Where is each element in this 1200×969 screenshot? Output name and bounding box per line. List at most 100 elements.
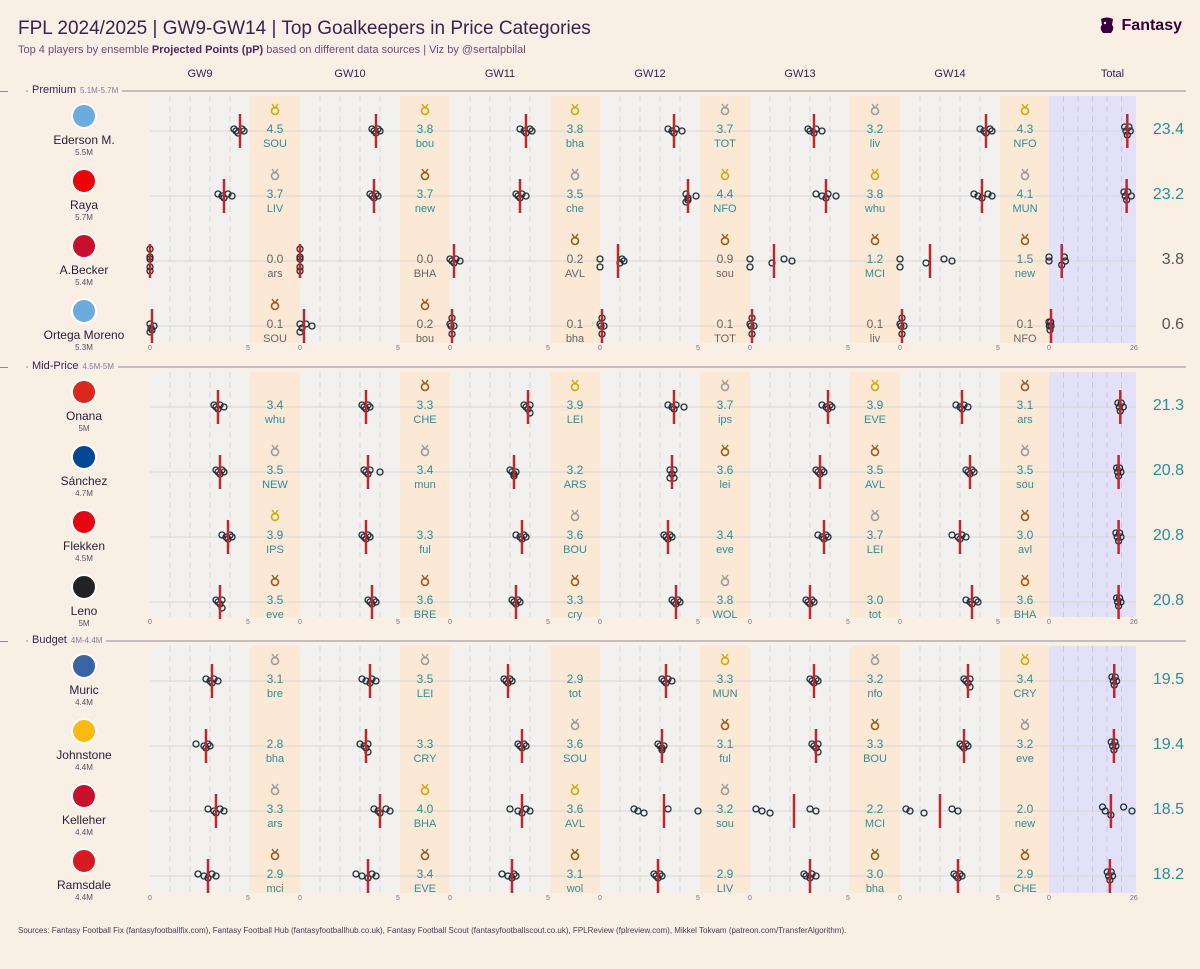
gw-label-band — [250, 372, 300, 617]
total-value: 19.5 — [1152, 671, 1184, 688]
silver-medal-ribbon — [421, 653, 429, 660]
gw-value: 3.3 — [266, 802, 284, 816]
axis-tick-0: 0 — [598, 619, 602, 626]
gw-point — [372, 677, 380, 685]
axis-tick-0: 0 — [898, 345, 902, 352]
section-dash — [0, 641, 8, 642]
axis-tick-5: 5 — [846, 345, 850, 352]
gw-value: 3.0 — [1016, 528, 1034, 542]
subtitle-pre: Top 4 players by ensemble — [18, 44, 152, 56]
gw-point — [456, 257, 464, 265]
bronze-medal-ribbon — [871, 233, 879, 240]
player-price: 5M — [78, 424, 90, 433]
gw-point — [906, 807, 914, 815]
axis-tick-5: 5 — [846, 895, 850, 902]
gw-opponent: bou — [415, 138, 435, 150]
total-axis-tick-0: 0 — [1047, 895, 1051, 902]
gw-point — [896, 255, 904, 263]
bronze-medal-ribbon — [421, 574, 429, 581]
silver-medal-ribbon — [271, 653, 279, 660]
gw-opponent: LEI — [866, 544, 884, 556]
gw-point — [620, 257, 628, 265]
gw-value: 3.5 — [266, 463, 284, 477]
gw-value: 3.7 — [416, 187, 434, 201]
total-point — [1125, 123, 1133, 131]
gw-opponent: SOU — [563, 753, 587, 765]
gw-point — [818, 401, 826, 409]
gw-point — [954, 807, 962, 815]
crest-shape — [71, 783, 97, 809]
silver-medal-ribbon — [721, 574, 729, 581]
sources-footer: Sources: Fantasy Football Fix (fantasyfo… — [18, 926, 847, 935]
gw-opponent: MCI — [864, 268, 886, 280]
gw-opponent: AVL — [565, 818, 585, 830]
gw-value: 3.7 — [266, 187, 284, 201]
gw-point — [522, 192, 530, 200]
axis-tick-0: 0 — [598, 345, 602, 352]
gw-point — [526, 807, 534, 815]
player-price: 5.4M — [75, 278, 93, 287]
gw-value: 3.7 — [866, 528, 884, 542]
gw-point — [386, 807, 394, 815]
gw-opponent: cry — [567, 609, 583, 621]
gw-opponent: CHE — [1013, 883, 1037, 895]
gw-label-band — [550, 372, 600, 617]
gw-opponent: EVE — [863, 414, 886, 426]
gw-value: 3.0 — [866, 867, 884, 881]
bronze-medal-ribbon — [1021, 233, 1029, 240]
total-point — [1128, 807, 1136, 815]
gw-value: 3.8 — [416, 122, 434, 136]
gw-point — [832, 192, 840, 200]
gw-opponent: sou — [716, 818, 734, 830]
gw-value: 3.5 — [566, 187, 584, 201]
gw-opponent: CHE — [413, 414, 437, 426]
player-name: Kelleher — [61, 813, 107, 827]
gw-opponent: sou — [1016, 479, 1034, 491]
gw-opponent: ful — [719, 753, 731, 765]
gw-point — [214, 190, 222, 198]
gw-panel — [900, 372, 1000, 617]
crest-shape — [71, 718, 97, 744]
player-price: 5M — [78, 619, 90, 628]
crest-shape — [71, 509, 97, 535]
gw-value: 3.7 — [716, 122, 734, 136]
gw-point — [804, 125, 812, 133]
gw-value: 3.6 — [1016, 593, 1034, 607]
gw-point — [962, 533, 970, 541]
gw-value: 2.9 — [266, 867, 284, 881]
gw-point — [596, 255, 604, 263]
gw-opponent: TOT — [714, 333, 736, 345]
bronze-medal-ribbon — [1021, 574, 1029, 581]
axis-tick-0: 0 — [298, 345, 302, 352]
player-price: 4.4M — [75, 698, 93, 707]
gw-point — [800, 870, 808, 878]
silver-medal-ribbon — [721, 783, 729, 790]
gw-point — [814, 531, 822, 539]
player-price: 4.4M — [75, 763, 93, 772]
gw-opponent: BHA — [1013, 609, 1037, 621]
gw-point — [668, 677, 676, 685]
bronze-medal-ribbon — [571, 233, 579, 240]
axis-tick-0: 0 — [148, 895, 152, 902]
bronze-medal-ribbon — [421, 379, 429, 386]
silver-medal-ribbon — [1021, 168, 1029, 175]
crest-shape — [71, 103, 97, 129]
gw-label-band — [850, 372, 900, 617]
gw-panel — [750, 646, 850, 893]
player-name: Onana — [65, 409, 103, 423]
column-header-gw14: GW14 — [934, 68, 966, 80]
gw-opponent: NFO — [1013, 138, 1037, 150]
total-value: 18.5 — [1152, 801, 1184, 818]
gw-value: 0.1 — [566, 317, 584, 331]
axis-tick-5: 5 — [246, 619, 250, 626]
gw-point — [896, 263, 904, 271]
axis-tick-0: 0 — [448, 619, 452, 626]
gw-opponent: LIV — [266, 203, 284, 215]
gw-point — [962, 596, 970, 604]
gw-panel — [750, 96, 850, 343]
silver-medal-ribbon — [571, 509, 579, 516]
gw-opponent: mun — [414, 479, 436, 491]
section-range: 4.5M-5M — [82, 362, 115, 371]
player-price: 4.4M — [75, 828, 93, 837]
player-price: 4.4M — [75, 893, 93, 902]
